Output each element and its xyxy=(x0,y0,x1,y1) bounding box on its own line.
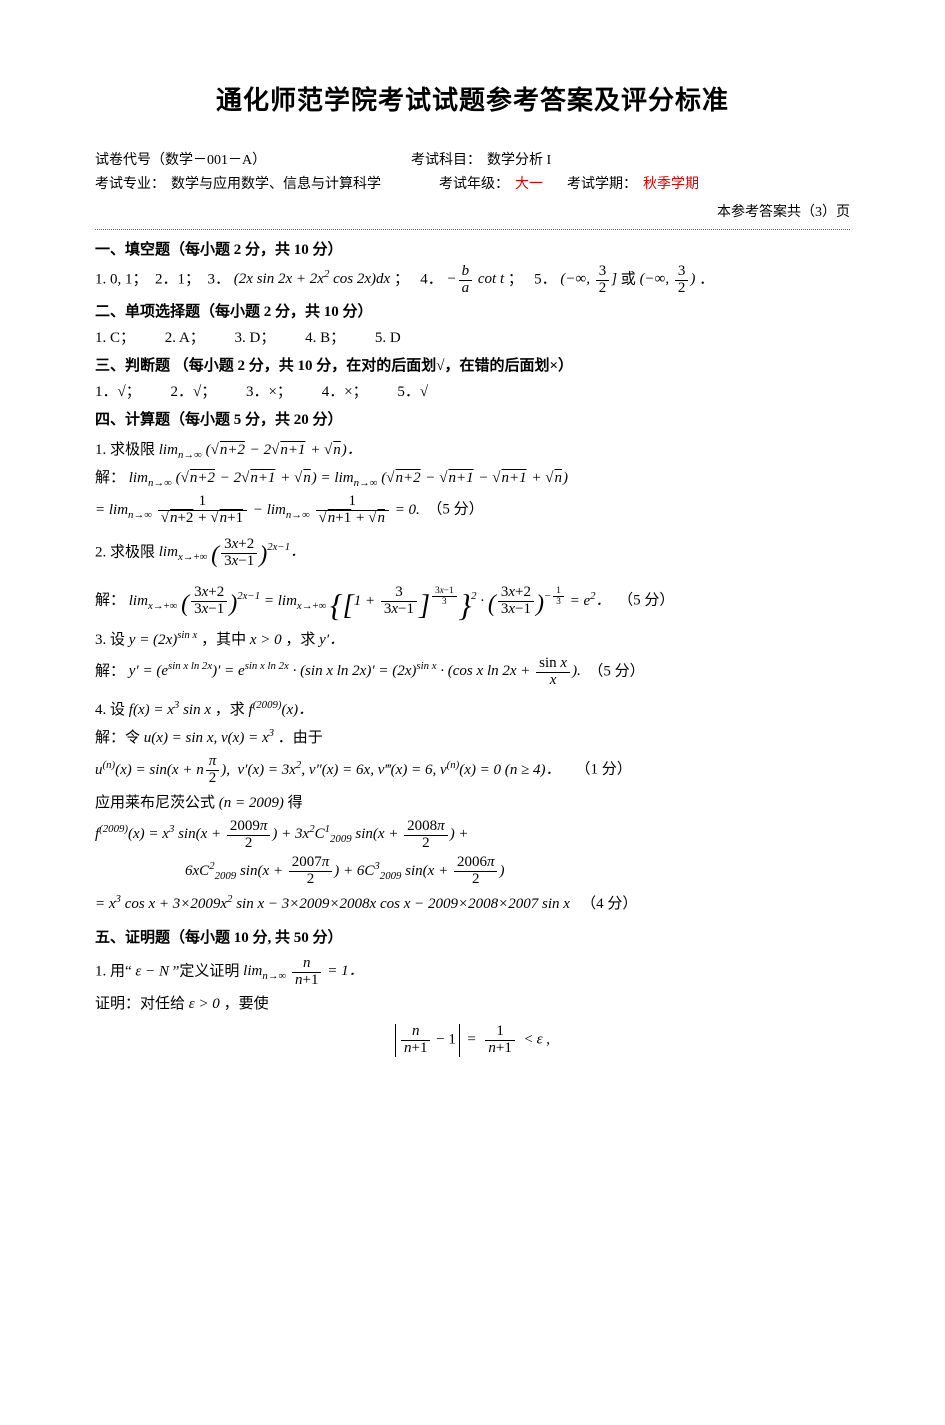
calc-q1-label: 1. 求极限 xyxy=(95,442,155,458)
page-title: 通化师范学院考试试题参考答案及评分标准 xyxy=(95,80,850,122)
calc-q4-label: 4. 设 xyxy=(95,702,125,718)
judge-answers: 1．√； 2．√； 3．×； 4．×； 5．√ xyxy=(95,380,850,404)
judge-a5: 5．√ xyxy=(397,384,428,400)
fill-a4-math: −ba cot t xyxy=(446,271,504,287)
judge-a2: 2．√； xyxy=(170,384,216,400)
calc-q4-tail: ，求 xyxy=(215,702,245,718)
section-judge-head: 三、判断题 （每小题 2 分，共 10 分，在对的后面划√，在错的后面划×） xyxy=(95,354,850,378)
meta-row-1: 试卷代号（数学－001－A） 考试科目： 数学分析 I xyxy=(95,150,850,172)
proof-q1-sol-label: 证明：对任给 xyxy=(95,996,185,1012)
choice-a4: 4. B； xyxy=(305,330,345,346)
fill-a5-math2: (−∞, 32) xyxy=(640,271,696,287)
proof-q1-label: 1. 用“ xyxy=(95,963,132,979)
score-5a: （5 分） xyxy=(427,502,483,518)
score-5b: （5 分） xyxy=(618,593,674,609)
calc-q3-mid: ，其中 xyxy=(201,632,246,648)
judge-a1: 1．√； xyxy=(95,384,141,400)
fill-a3-suffix: ； xyxy=(394,271,409,287)
exam-subject-label: 考试科目： xyxy=(411,150,481,172)
fill-a4-prefix: 4． xyxy=(420,271,443,287)
fill-a1: 1. 0, 1； xyxy=(95,271,148,287)
calc-q4-leibniz: 应用莱布尼茨公式 xyxy=(95,795,215,811)
choice-a5: 5. D xyxy=(375,330,401,346)
calc-q3: 3. 设 y = (2x)sin x ，其中 x > 0 ，求 y′． 解： y… xyxy=(95,628,850,689)
calc-q3-tail: ，求 xyxy=(285,632,315,648)
fill-a3-prefix: 3． xyxy=(208,271,231,287)
page-count-note: 本参考答案共（3）页 xyxy=(95,202,850,224)
exam-grade-value: 大一 xyxy=(515,174,561,196)
fill-a3-math: (2x sin 2x + 2x2 cos 2x)dx xyxy=(234,271,390,287)
judge-a4: 4．×； xyxy=(322,384,368,400)
fill-a5-mid: 或 xyxy=(621,271,640,287)
calc-q4-since: ．由于 xyxy=(278,730,323,746)
divider xyxy=(95,229,850,230)
exam-code: 试卷代号（数学－001－A） xyxy=(95,150,405,172)
proof-q1-sol-tail: ，要使 xyxy=(224,996,269,1012)
judge-a3: 3．×； xyxy=(246,384,292,400)
score-1: （1 分） xyxy=(576,762,632,778)
fill-a5-prefix: 5． xyxy=(534,271,557,287)
fill-a2: 2．1； xyxy=(155,271,200,287)
fill-a4-suffix: ； xyxy=(508,271,523,287)
calc-q1: 1. 求极限 limn→∞ (√n+2 − 2√n+1 + √n)． 解： li… xyxy=(95,438,850,527)
section-proof-head: 五、证明题（每小题 10 分, 共 50 分） xyxy=(95,926,850,950)
proof-q1: 1. 用“ ε − N ”定义证明 limn→∞ nn+1 = 1． 证明：对任… xyxy=(95,956,850,1057)
choice-a2: 2. A； xyxy=(165,330,205,346)
exam-grade-label: 考试年级： xyxy=(439,174,509,196)
exam-major-value: 数学与应用数学、信息与计算科学 xyxy=(171,174,433,196)
meta-row-2: 考试专业： 数学与应用数学、信息与计算科学 考试年级： 大一 考试学期： 秋季学… xyxy=(95,174,850,196)
exam-term-value: 秋季学期 xyxy=(643,174,699,196)
score-4: （4 分） xyxy=(581,896,637,912)
calc-q2: 2. 求极限 limx→+∞ (3x+23x−1)2x−1． 解： limx→+… xyxy=(95,537,850,618)
fill-answers: 1. 0, 1； 2．1； 3． (2x sin 2x + 2x2 cos 2x… xyxy=(95,264,850,297)
exam-term-label: 考试学期： xyxy=(567,174,637,196)
proof-q1-mid: ”定义证明 xyxy=(173,963,240,979)
exam-major-label: 考试专业： xyxy=(95,174,165,196)
calc-q1-sol-label: 解： xyxy=(95,470,125,486)
calc-q3-sol-label: 解： xyxy=(95,663,125,679)
calc-q3-label: 3. 设 xyxy=(95,632,125,648)
calc-q4-leibniz-n: 得 xyxy=(288,795,303,811)
choice-a1: 1. C； xyxy=(95,330,135,346)
section-fill-head: 一、填空题（每小题 2 分，共 10 分） xyxy=(95,238,850,262)
choice-answers: 1. C； 2. A； 3. D； 4. B； 5. D xyxy=(95,326,850,350)
section-calc-head: 四、计算题（每小题 5 分，共 20 分） xyxy=(95,408,850,432)
calc-q4-sol-label: 解：令 xyxy=(95,730,140,746)
calc-q4: 4. 设 f(x) = x3 sin x ，求 f(2009)(x)． 解：令 … xyxy=(95,698,850,916)
exam-subject-value: 数学分析 I xyxy=(487,150,551,172)
section-choice-head: 二、单项选择题（每小题 2 分，共 10 分） xyxy=(95,300,850,324)
calc-q2-sol-label: 解： xyxy=(95,593,125,609)
fill-a5-math1: (−∞, 32] xyxy=(560,271,617,287)
score-5c: （5 分） xyxy=(588,663,644,679)
choice-a3: 3. D； xyxy=(235,330,276,346)
calc-q2-label: 2. 求极限 xyxy=(95,544,155,560)
fill-a5-suffix: ． xyxy=(699,271,714,287)
